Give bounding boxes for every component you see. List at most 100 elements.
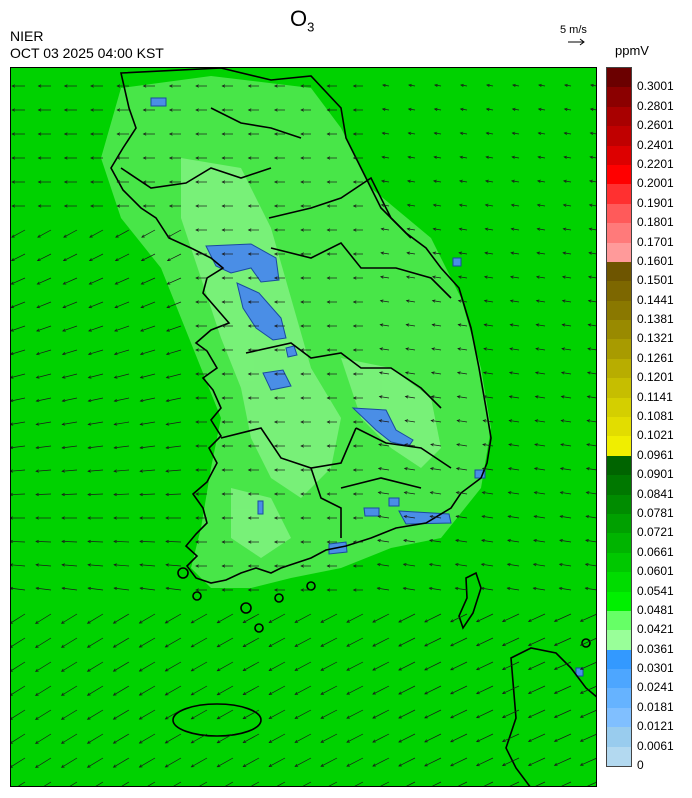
wind-vector-head [589,107,594,111]
colorbar-swatch [607,242,631,263]
wind-vector-head [429,539,433,543]
wind-vector-head [507,467,512,471]
wind-vector [11,229,26,238]
colorbar-swatch [607,164,631,185]
wind-vector-head [398,763,402,767]
wind-vector [63,277,78,285]
wind-vector-head [242,644,247,648]
wind-vector-head [139,375,144,379]
wind-vector-head [61,563,65,567]
wind-vector [476,709,494,719]
wind-vector-head [534,419,539,423]
wind-vector [432,324,442,327]
wind-vector-head [11,84,15,88]
wind-vector-head [585,491,590,495]
wind-vector-head [139,492,143,497]
wind-vector-head [142,108,147,112]
wind-vector [294,661,312,671]
colorbar-swatch [607,746,631,767]
wind-vector-head [300,492,304,496]
wind-vector-head [326,372,331,376]
colorbar-tick-label: 0.0901 [637,467,674,482]
wind-vector-head [508,395,513,399]
wind-vector-head [380,203,385,207]
wind-vector [587,372,596,375]
wind-vector [512,156,520,159]
colorbar-swatch [607,475,631,496]
wind-vector-head [116,156,121,160]
wind-vector-head [450,715,454,719]
agency-label: NIER [10,28,44,44]
wind-vector [481,587,494,591]
wind-vector-head [35,764,39,768]
wind-vector-head [326,204,331,208]
wind-vector-head [372,715,376,719]
wind-vector [407,180,416,183]
wind-vector-head [166,305,171,309]
wind-vector-head [527,666,532,670]
wind-vector-head [195,324,199,328]
wind-vector-head [11,234,15,238]
colorbar-swatch [607,630,631,651]
wind-vector [528,613,546,622]
colorbar [606,67,632,767]
wind-vector-head [273,372,278,376]
wind-vector [562,324,572,327]
wind-vector [563,180,572,183]
colorbar-swatch [607,184,631,205]
colorbar-tick-label: 0.0961 [637,447,674,462]
wind-vector [302,781,312,786]
wind-vector [585,563,596,567]
wind-vector [455,563,468,567]
wind-vector [483,348,494,351]
wind-vector [457,348,468,351]
wind-vector-head [300,84,304,88]
wind-vector-head [11,740,13,744]
wind-vector [481,539,494,543]
wind-vector-head [247,276,252,280]
wind-vector-head [11,764,13,768]
wind-vector [424,613,442,623]
wind-vector [483,420,494,423]
wind-vector-head [326,276,331,280]
wind-vector-head [86,740,91,744]
wind-vector-head [139,586,144,591]
wind-vector [509,781,520,786]
wind-vector [486,156,494,159]
wind-vector [88,587,104,591]
wind-vector-head [553,666,558,670]
wind-vector-head [434,83,438,88]
wind-vector-head [140,258,145,262]
wind-vector [588,252,596,255]
wind-vector [528,733,546,742]
wind-vector-head [352,156,357,160]
wind-vector-head [273,132,278,136]
wind-vector [88,397,104,402]
wind-vector-head [242,668,247,672]
wind-vector-head [584,586,589,591]
wind-vector [87,685,104,696]
wind-vector [512,84,520,87]
wind-vector-head [562,227,567,231]
wind-vector-head [195,444,199,448]
colorbar-swatch [607,572,631,592]
wind-vector [534,468,546,471]
wind-vector-head [195,132,199,136]
wind-vector-head [405,275,410,279]
wind-vector [11,373,26,378]
wind-vector-head [404,443,408,447]
wind-vector [69,781,78,786]
wind-vector [404,515,416,519]
wind-vector-head [273,228,278,232]
wind-vector-head [486,83,490,88]
wind-vector [35,613,52,624]
wind-vector [457,420,468,423]
wind-vector-head [507,491,512,495]
wind-vector [460,132,468,135]
wind-vector [588,276,596,279]
wind-vector [346,661,364,671]
wind-vector [114,587,130,591]
colorbar-tick-label: 0.0481 [637,602,674,617]
colorbar-swatch [607,145,631,166]
wind-vector-head [273,348,278,352]
